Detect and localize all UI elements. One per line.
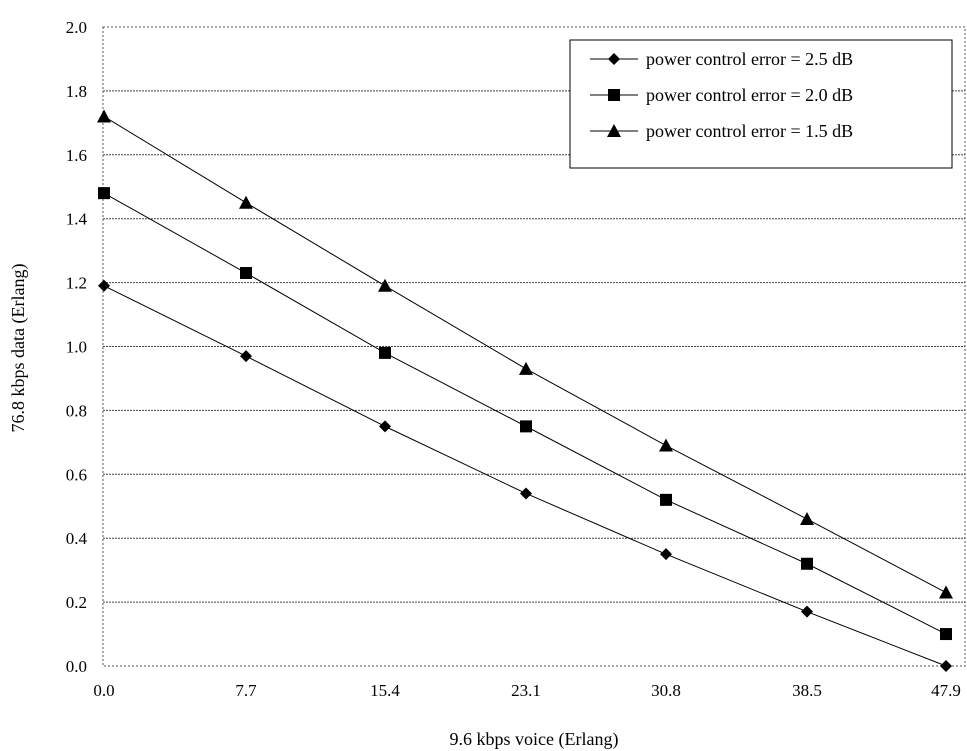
- data-point-square: [660, 493, 672, 506]
- y-axis-title: 76.8 kbps data (Erlang): [8, 264, 29, 433]
- x-tick-label: 30.8: [651, 681, 681, 700]
- y-tick-label: 1.8: [66, 82, 87, 101]
- legend-marker-triangle: [607, 124, 621, 137]
- x-tick-label: 7.7: [235, 681, 257, 700]
- legend-item: power control error = 1.5 dB: [590, 121, 853, 141]
- legend-item: power control error = 2.0 dB: [590, 85, 853, 105]
- series-square: [98, 187, 952, 641]
- data-point-diamond: [240, 350, 252, 363]
- data-point-triangle: [378, 278, 392, 292]
- series-group: [97, 109, 953, 672]
- x-tick-label: 0.0: [93, 681, 114, 700]
- y-tick-label: 0.0: [66, 657, 87, 676]
- data-point-square: [520, 420, 532, 433]
- data-point-square: [240, 267, 252, 280]
- y-tick-label: 0.8: [66, 401, 87, 420]
- y-tick-label: 0.6: [66, 465, 87, 484]
- data-point-diamond: [379, 420, 391, 433]
- data-point-triangle: [939, 585, 953, 599]
- y-tick-label: 2.0: [66, 18, 87, 37]
- data-point-diamond: [940, 660, 952, 672]
- data-point-diamond: [660, 548, 672, 561]
- y-tick-label: 1.6: [66, 146, 87, 165]
- data-point-diamond: [98, 279, 110, 292]
- legend: power control error = 2.5 dB power contro…: [569, 39, 953, 169]
- x-tick-label: 47.9: [931, 681, 961, 700]
- legend-label: power control error = 2.5 dB: [646, 49, 853, 69]
- legend-marker-diamond: [608, 53, 620, 65]
- series-triangle: [97, 109, 953, 599]
- data-point-triangle: [800, 512, 814, 526]
- y-tick-label: 0.2: [66, 593, 87, 612]
- data-point-square: [801, 557, 813, 570]
- data-point-diamond: [801, 605, 813, 618]
- x-tick-label: 23.1: [511, 681, 541, 700]
- x-tick-label: 15.4: [370, 681, 400, 700]
- legend-item: power control error = 2.5 dB: [590, 49, 853, 69]
- x-axis-ticks: 0.0 7.7 15.4 23.1 30.8 38.5 47.9: [93, 681, 961, 700]
- data-point-triangle: [659, 438, 673, 452]
- legend-label: power control error = 2.0 dB: [646, 85, 853, 105]
- y-tick-label: 1.0: [66, 338, 87, 357]
- legend-marker-square: [608, 89, 620, 101]
- y-tick-label: 1.4: [66, 210, 88, 229]
- y-tick-label: 1.2: [66, 274, 87, 293]
- x-axis-title: 9.6 kbps voice (Erlang): [450, 729, 619, 750]
- x-tick-label: 38.5: [792, 681, 822, 700]
- data-point-triangle: [519, 361, 533, 375]
- legend-label: power control error = 1.5 dB: [646, 121, 853, 141]
- data-point-square: [940, 628, 952, 641]
- data-point-triangle: [97, 109, 111, 123]
- data-point-square: [98, 187, 110, 200]
- data-point-square: [379, 346, 391, 359]
- y-tick-label: 0.4: [66, 529, 88, 548]
- series-diamond: [98, 279, 952, 672]
- y-axis-ticks: 0.0 0.2 0.4 0.6 0.8 1.0 1.2 1.4 1.6 1.8 2.0: [66, 18, 88, 676]
- data-point-diamond: [520, 487, 532, 500]
- legend-box: [569, 39, 953, 169]
- data-point-triangle: [239, 195, 253, 209]
